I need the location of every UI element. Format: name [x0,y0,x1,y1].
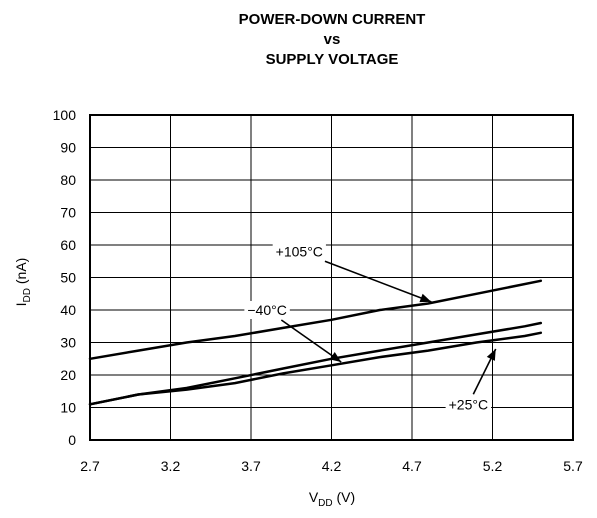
plot-frame [89,114,574,441]
x-tick-label: 3.2 [161,458,181,474]
annotations: +105°C −40°C +25°C [244,242,497,414]
y-tick-labels: 0 10 20 30 40 50 60 70 80 90 100 [53,107,77,448]
annotation-label-bg [445,395,492,414]
y-tick-label: 60 [60,237,76,253]
annotation-arrow-line [324,260,432,303]
series-line-2 [88,331,543,406]
annotation-label: −40°C [247,302,286,318]
series-line-0 [88,279,543,361]
annotation-arrowhead [419,293,432,303]
x-tick-label: 5.2 [483,458,503,474]
y-tick-label: 80 [60,172,76,188]
annotation-label-bg [244,301,290,319]
y-tick-label: 0 [68,432,76,448]
y-tick-label: 100 [53,107,77,123]
x-tick-label: 4.2 [322,458,342,474]
y-tick-label: 20 [60,367,76,383]
x-axis-label: VDD (V) [309,489,355,509]
annotation-label: +25°C [449,396,488,412]
y-tick-label: 10 [60,400,76,416]
x-tick-labels: 2.7 3.2 3.7 4.2 4.7 5.2 5.7 [80,458,583,474]
y-tick-label: 70 [60,205,76,221]
y-tick-label: 30 [60,335,76,351]
annotation-label: +105°C [276,244,323,260]
chart-title-line3: SUPPLY VOLTAGE [266,51,399,68]
y-tick-label: 40 [60,302,76,318]
y-tick-label: 90 [60,140,76,156]
x-tick-label: 5.7 [563,458,583,474]
annotation-label-bg [272,242,326,261]
x-tick-label: 2.7 [80,458,100,474]
chart-title-line1: POWER-DOWN CURRENT [239,11,426,28]
x-tick-label: 3.7 [241,458,261,474]
y-tick-label: 50 [60,270,76,286]
chart-title-line2: vs [324,31,341,48]
x-tick-label: 4.7 [402,458,422,474]
annotation-arrowhead [486,349,496,361]
annotation-arrow-line [280,319,342,363]
annotation-arrowhead [329,351,342,362]
y-axis-label: IDD (nA) [13,258,33,307]
